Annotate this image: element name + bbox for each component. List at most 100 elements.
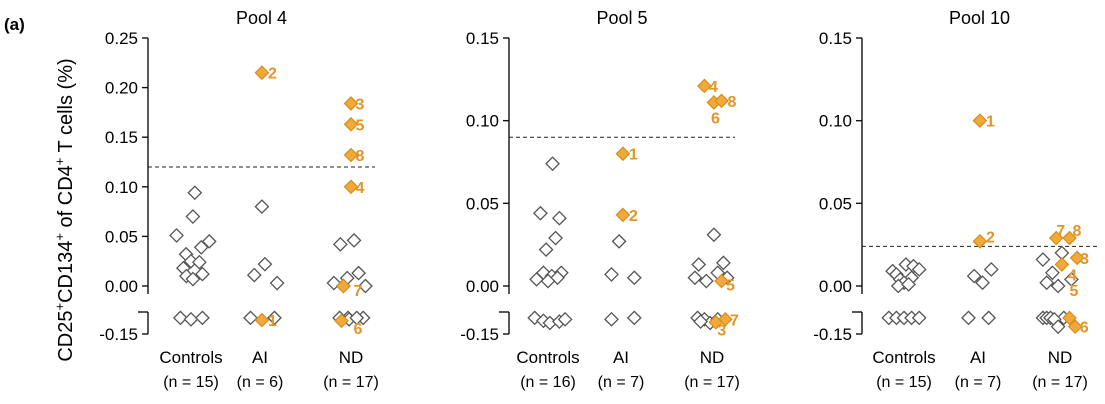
highlighted-data-point [254,312,270,328]
open-data-point [981,310,997,326]
data-point-label: 1 [986,114,995,131]
open-data-point [911,310,927,326]
open-data-point [604,311,619,327]
category-n-label: (n = 15) [163,374,219,391]
y-tick-label: 0.00 [819,277,852,296]
data-point-label: 8 [728,94,737,111]
y-tick-label: 0.25 [105,29,138,48]
highlighted-data-point [615,207,631,223]
data-point-label: 5 [726,277,735,294]
open-data-point [715,255,731,271]
data-point-label: 7 [353,283,362,300]
open-data-point [1035,252,1051,267]
y-tick-label: 0.00 [105,277,138,296]
data-point-label: 2 [986,229,995,246]
category-label: ND [1048,348,1073,367]
y-tick-label: 0.05 [819,194,852,213]
open-data-point [349,310,365,326]
panel-pool-4: Pool 4 -0.15 0.00 0.05 0.10 0.15 0.20 0.25 Contr… [99,8,379,391]
open-data-point [194,266,210,282]
y-axis-label-part: CD25 [55,311,77,362]
y-tick-label: 0.10 [819,112,852,131]
open-data-point [975,275,990,291]
open-data-point [185,271,201,287]
data-point-label: 7 [1056,223,1065,240]
panel-title: Pool 4 [236,8,287,28]
open-data-point [246,267,262,283]
open-data-point [257,256,273,272]
open-data-point [529,271,545,287]
data-point-label: 3 [1080,251,1089,268]
open-data-point [691,257,707,272]
category-label: AI [613,348,629,367]
open-data-point [267,310,282,326]
data-point-label: 2 [629,208,638,225]
y-axis-label: CD25+CD134+ of CD4+ T cells (%) [52,58,77,361]
open-data-point [183,311,199,327]
data-point-label: 5 [356,117,365,134]
panel-pool-10: Pool 10 -0.15 0.00 0.05 0.10 0.15 Controls (n =… [813,8,1097,391]
y-tick-label: -0.15 [99,325,138,344]
data-point-label: 6 [1080,320,1089,337]
highlighted-data-point [697,78,712,94]
category-label: Controls [516,348,579,367]
highlighted-data-point [343,96,359,111]
panel-pool-5: Pool 5 -0.15 0.00 0.05 0.10 0.15 Controls (n = … [460,8,740,391]
open-data-point [532,205,548,221]
open-data-point [626,270,642,286]
highlighted-data-point [334,313,349,329]
open-data-point [1044,265,1060,281]
open-data-point [538,242,554,258]
highlighted-data-point [708,314,724,330]
open-data-point [966,268,982,284]
open-data-point [557,311,573,327]
highlighted-data-point [972,113,988,129]
highlighted-data-point [1062,310,1077,326]
y-axis-label-part: T cells (%) [55,58,77,157]
y-tick-label: 0.20 [105,79,138,98]
y-axis-label-sup: + [52,233,67,241]
y-tick-label: 0.15 [466,29,499,48]
category-n-label: (n = 15) [876,374,932,391]
open-data-point [693,314,709,329]
highlighted-data-point [615,146,631,162]
category-n-label: (n = 7) [598,374,645,391]
y-tick-label: -0.15 [813,325,852,344]
category-label: AI [970,348,986,367]
category-n-label: (n = 7) [955,374,1002,391]
open-data-point [687,270,703,286]
category-n-label: (n = 17) [323,374,379,391]
open-data-point [698,273,714,289]
data-point-label: 3 [717,323,726,340]
category-label: ND [339,348,364,367]
highlighted-data-point [343,116,359,132]
y-tick-label: 0.10 [466,112,499,131]
category-label: AI [252,348,268,367]
highlighted-data-point [1054,257,1070,272]
y-axis-label-sup: + [52,158,67,166]
y-tick-label: 0.10 [105,178,138,197]
y-axis-label-sup: + [52,303,67,311]
category-label: Controls [159,348,222,367]
open-data-point [961,310,976,326]
highlighted-data-point [343,179,359,195]
open-data-point [1063,271,1079,287]
open-data-point [1050,278,1066,294]
open-data-point [706,227,722,243]
category-label: Controls [872,348,935,367]
open-data-point [548,230,564,246]
open-data-point [185,209,201,224]
data-point-label: 6 [711,110,720,127]
open-data-point [1050,319,1066,335]
data-point-label: 7 [730,312,739,329]
category-n-label: (n = 17) [1032,374,1088,391]
panel-label: (a) [4,15,25,34]
open-data-point [254,199,270,215]
y-tick-label: 0.05 [466,194,499,213]
highlighted-data-point [1069,250,1085,266]
open-data-point [191,254,207,270]
y-tick-label: 0.00 [466,277,499,296]
data-point-label: 1 [629,147,638,164]
data-point-label: 4 [709,79,718,96]
open-data-point [169,227,184,243]
